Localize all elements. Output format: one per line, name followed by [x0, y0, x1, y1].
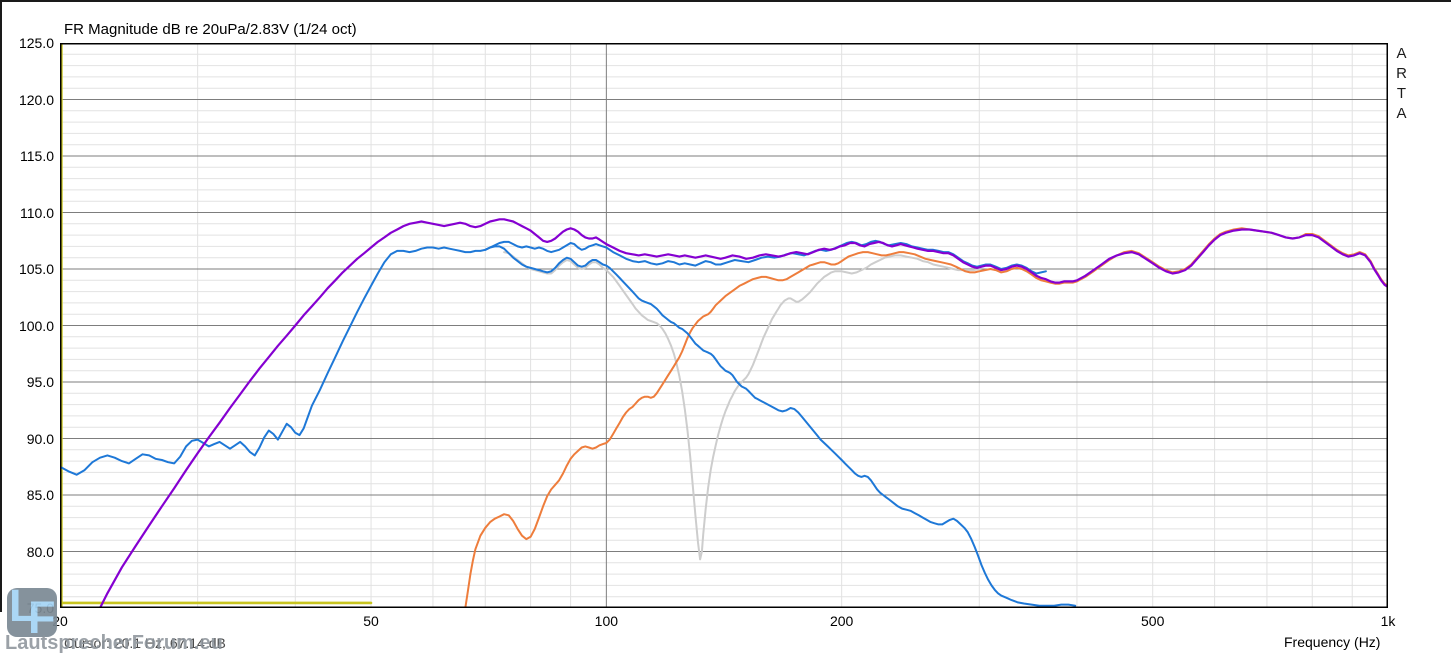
y-tick-label: 120.0 [18, 91, 54, 108]
y-tick-label: 85.0 [26, 487, 54, 503]
logo-letter-l: L [9, 580, 37, 631]
y-tick-label: 80.0 [26, 543, 54, 560]
lautsprecherforum-logo: L F [7, 583, 57, 643]
x-tick-label: 100 [594, 613, 619, 629]
y-tick-label: 90.0 [26, 430, 54, 447]
trace-gray-trace-notch [503, 251, 981, 561]
arta-brand-label: ARTA [1393, 45, 1410, 125]
trace-violet-trace-total [98, 218, 1388, 608]
y-tick-label: 125.0 [18, 35, 54, 51]
chart-title: FR Magnitude dB re 20uPa/2.83V (1/24 oct… [64, 21, 357, 38]
y-tick-label: 100.0 [18, 317, 54, 334]
y-tick-label: 95.0 [26, 374, 54, 390]
fr-plot-area[interactable] [60, 43, 1388, 608]
x-tick-label: 1k [1380, 613, 1396, 629]
x-tick-label: 200 [829, 613, 854, 629]
window-left-border [0, 0, 2, 612]
cursor-readout: Cursor: 20.1 Hz, 67.14 dB [64, 635, 226, 651]
trace-blue-trace-rising [60, 239, 1047, 476]
trace-blue-trace-falling [484, 245, 1077, 607]
logo-letter-f: F [28, 592, 56, 643]
x-tick-label: 500 [1141, 613, 1165, 629]
y-tick-label: 105.0 [18, 261, 54, 277]
x-tick-label: 50 [363, 613, 379, 629]
y-tick-label: 110.0 [20, 204, 54, 221]
window-top-border [0, 0, 1451, 2]
watermark-site-name: LautsprecherForum.eu [5, 632, 223, 654]
plot-border [60, 43, 1388, 608]
y-tick-label: 115.0 [20, 148, 54, 164]
x-axis-title: Frequency (Hz) [1284, 634, 1381, 650]
